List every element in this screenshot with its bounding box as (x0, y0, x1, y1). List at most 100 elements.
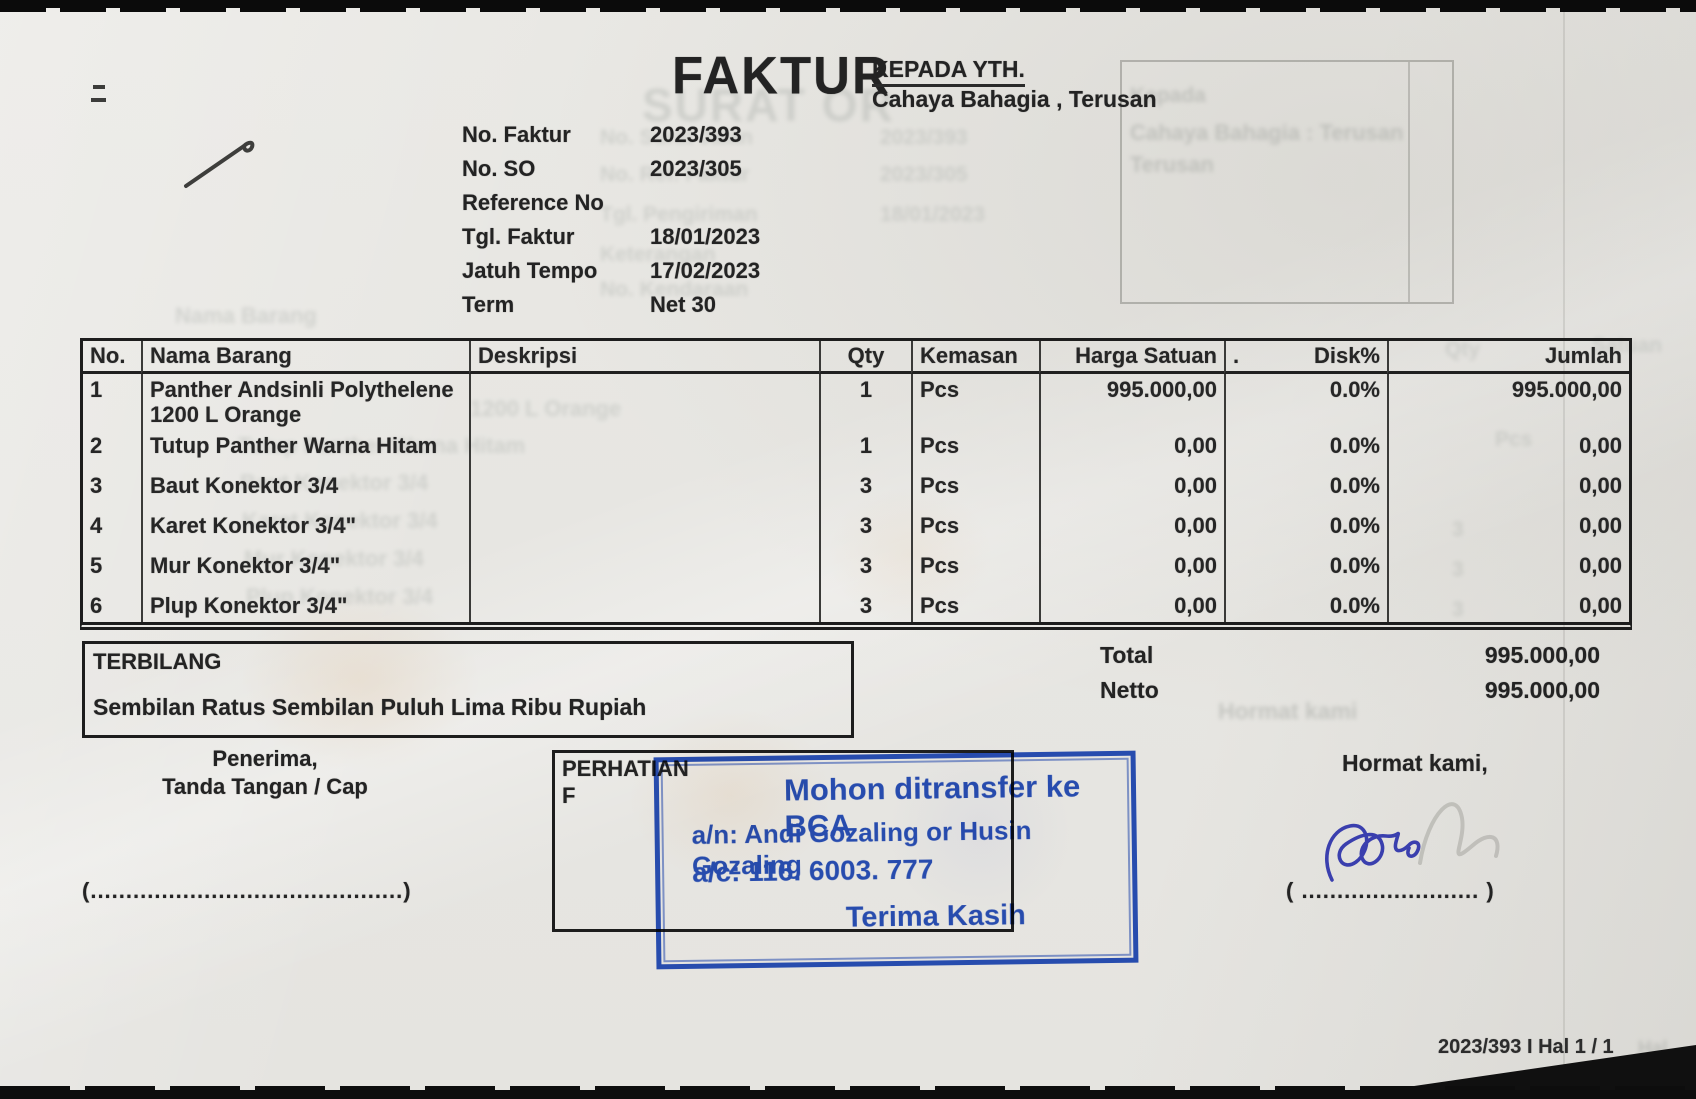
meta-label: Term (462, 292, 515, 317)
cell-no: 4 (90, 513, 103, 538)
cell-disk: 0.0% (1224, 470, 1387, 510)
header-deskripsi: Deskripsi (469, 341, 819, 374)
meta-label: Jatuh Tempo (462, 258, 598, 283)
cell-qty: 3 (819, 470, 911, 510)
cell-harga: 995.000,00 (1039, 374, 1224, 430)
penerima-block: Penerima, Tanda Tangan / Cap (130, 745, 400, 801)
meta-label: Reference No (462, 190, 604, 215)
cell-jumlah: 995.000,00 (1387, 374, 1629, 430)
ghost-value: 3 (1452, 598, 1464, 621)
pen-dash-mark (93, 85, 105, 89)
cell-jumlah: 0,00 (1387, 550, 1629, 590)
cell-deskripsi (469, 510, 819, 550)
ghost-title: SURAT OR (642, 79, 895, 131)
meta-value: 18/01/2023 (650, 224, 761, 249)
meta-label: No. Faktur (462, 122, 571, 147)
header-kemasan: Kemasan (911, 341, 1039, 374)
cell-jumlah: 0,00 (1387, 590, 1629, 622)
ghost-meta-label: No. Kendaraan (600, 278, 749, 301)
penerima-sign-line: (.......................................… (82, 878, 412, 903)
meta-value: 2023/305 (650, 156, 742, 181)
invoice-title: FAKTUR (672, 45, 891, 106)
ghost-value: 3 (1452, 518, 1464, 541)
ghost-meta-value: 18/01/2023 (880, 203, 986, 226)
ghost-pencil-signature (1418, 802, 1500, 865)
ghost-box-line: Cahaya Bahagia : Terusan (1130, 120, 1404, 145)
ghost-meta-label: Keterangan (600, 243, 716, 266)
cell-disk: 0.0% (1224, 374, 1387, 430)
perhatian-box: PERHATIAN F (552, 750, 1014, 932)
meta-value: Net 30 (650, 292, 717, 317)
pen-dash-mark (91, 98, 106, 102)
meta-value: 2023/393 (650, 122, 742, 147)
cell-jumlah: 0,00 (1387, 430, 1629, 470)
ghost-meta-value: 2023/393 (880, 126, 968, 149)
cell-qty: 3 (819, 590, 911, 622)
cell-kemasan: Pcs (911, 374, 1039, 430)
cell-jumlah: 0,00 (1387, 510, 1629, 550)
cell-harga: 0,00 (1039, 430, 1224, 470)
cell-nama: Panther Andsinli Polythelene 1200 L Oran… (141, 374, 469, 430)
netto-value: 995.000,00 (1484, 677, 1600, 703)
ghost-col-header: Nama Barang (175, 303, 317, 328)
ghost-meta-label: No. Ref. Faktur (600, 163, 750, 186)
cell-disk: 0.0% (1224, 510, 1387, 550)
header-disk-dot: . (1233, 343, 1240, 368)
paper-fold-line (1563, 0, 1565, 1099)
cell-nama: Tutup Panther Warna Hitam (141, 430, 469, 470)
penerima-line1: Penerima, (212, 746, 318, 771)
cell-qty: 3 (819, 510, 911, 550)
cell-qty: 3 (819, 550, 911, 590)
cell-kemasan: Pcs (911, 550, 1039, 590)
cell-disk: 0.0% (1224, 590, 1387, 622)
ghost-item: Plup Konektor 3/4 (246, 584, 434, 609)
cell-jumlah: 0,00 (1387, 470, 1629, 510)
header-nama-barang: Nama Barang (141, 341, 469, 374)
cell-no: 1 (90, 377, 103, 402)
terbilang-text: Sembilan Ratus Sembilan Puluh Lima Ribu … (93, 694, 647, 720)
meta-label: No. SO (462, 156, 536, 181)
cell-kemasan: Pcs (911, 590, 1039, 622)
header-no: No. (83, 341, 141, 374)
header-disk: . Disk% (1224, 341, 1387, 374)
cell-kemasan: Pcs (911, 470, 1039, 510)
cell-no: 6 (90, 593, 103, 618)
ghost-box-line: Terusan (1130, 152, 1214, 177)
cell-harga: 0,00 (1039, 470, 1224, 510)
cell-nama: Baut Konektor 3/4 (141, 470, 469, 510)
cell-disk: 0.0% (1224, 550, 1387, 590)
ghost-hormat: Hormat kami (1218, 698, 1358, 724)
hormat-kami-label: Hormat kami, (1342, 750, 1488, 776)
ghost-meta-value: 2023/305 (880, 163, 968, 186)
meta-label: Tgl. Faktur (462, 224, 575, 249)
ghost-item: Karet Konektor 3/4 (242, 508, 438, 533)
meta-value: 17/02/2023 (650, 258, 761, 283)
ghost-col-header: Qty (1445, 338, 1481, 361)
cell-qty: 1 (819, 430, 911, 470)
cell-deskripsi (469, 470, 819, 510)
ghost-item: 1200 L Orange (470, 396, 622, 421)
ghost-meta-label: Tgl. Pengiriman (600, 203, 758, 226)
recipient-label: KEPADA YTH. (872, 56, 1025, 87)
cell-nama: Karet Konektor 3/4" (141, 510, 469, 550)
cell-no: 3 (90, 473, 103, 498)
ghost-item: Baut Konektor 3/4 (240, 470, 429, 495)
ghost-value: 3 (1452, 558, 1464, 581)
items-table: No. Nama Barang Deskripsi Qty Kemasan Ha… (80, 338, 1632, 630)
ghost-item: Mur Konektor 3/4 (244, 546, 424, 571)
ghost-box-divider (1408, 62, 1410, 302)
terbilang-box: TERBILANG Sembilan Ratus Sembilan Puluh … (82, 641, 854, 738)
signature-ink (1325, 823, 1421, 882)
torn-edge-bottom (0, 1086, 1696, 1099)
stamp-line4: Terima Kasih (845, 899, 1026, 934)
ghost-value: Pcs (1495, 428, 1533, 451)
cell-deskripsi (469, 374, 819, 430)
recipient-name: Cahaya Bahagia , Terusan (872, 86, 1157, 112)
cell-kemasan: Pcs (911, 510, 1039, 550)
cell-no: 5 (90, 553, 103, 578)
cell-nama: Plup Konektor 3/4" (141, 590, 469, 622)
header-qty: Qty (819, 341, 911, 374)
header-harga-satuan: Harga Satuan (1039, 341, 1224, 374)
